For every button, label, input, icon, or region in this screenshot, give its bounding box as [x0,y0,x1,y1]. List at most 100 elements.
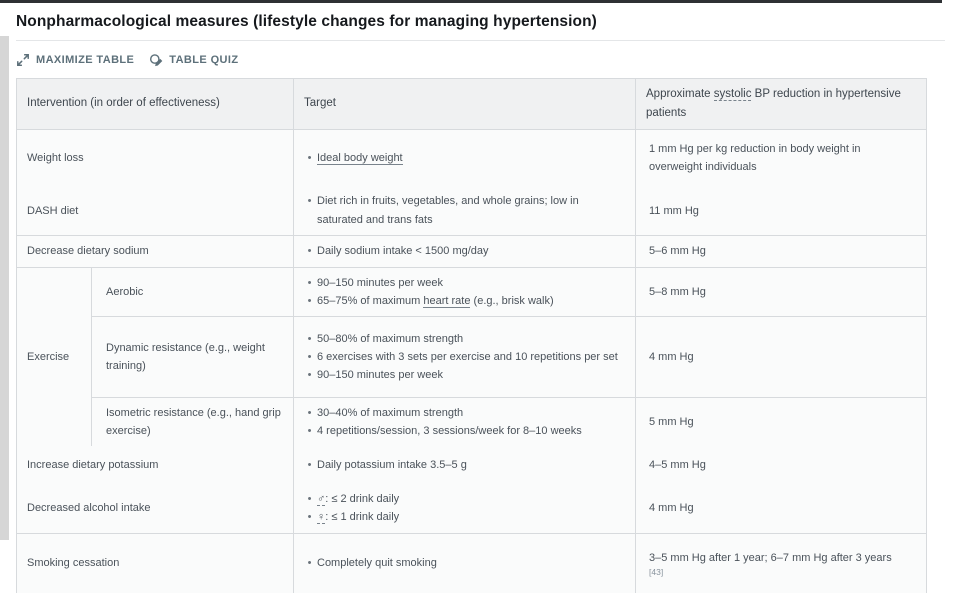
reduction-cell: 4–5 mm Hg [635,446,927,485]
text-segment: Aerobic [106,285,144,298]
text-segment: BP reduction in hypertensive patients [646,88,901,119]
bullet-icon: • [307,493,312,506]
text-segment: Increase dietary potassium [27,459,159,472]
intervention-cell: Weight loss [16,129,294,187]
text-segment: 1 mm Hg per kg reduction in body weight … [649,143,861,174]
intervention-cell: Smoking cessation [16,533,294,593]
sub-intervention-cell: Isometric resistance (e.g., hand grip ex… [92,398,294,447]
reduction-cell: 5–8 mm Hg [635,267,927,318]
table-row-sodium: Decrease dietary sodium • Daily sodium int… [16,235,927,268]
bullet-icon: • [307,407,312,419]
target-list: • 90–150 minutes per week • 65–75% of maxim… [302,274,625,310]
tooltip-term[interactable]: ♂ [317,493,326,507]
target-cell: • Daily sodium intake < 1500 mg/day [293,235,636,268]
target-item: • Diet rich in fruits, vegetables, and wh… [302,192,625,228]
text-segment: Weight loss [27,152,84,165]
target-text: 30–40% of maximum strength [317,404,463,422]
target-list: • Completely quit smoking [302,554,625,572]
text-segment: 90–150 minutes per week [317,276,443,289]
bullet-icon: • [307,369,312,382]
text-segment: Daily sodium intake < 1500 mg/day [317,245,489,258]
bullet-icon: • [307,332,312,345]
text-segment: : ≤ 1 drink daily [325,511,400,524]
text-segment: Smoking cessation [27,557,120,570]
text-segment: 3–5 mm Hg after 1 year; 6–7 mm Hg after … [649,551,892,564]
target-item: • 30–40% of maximum strength [302,404,625,422]
article-section: Nonpharmacological measures (lifestyle c… [16,13,945,593]
reduction-cell: 5–6 mm Hg [635,235,927,268]
bullet-icon: • [307,294,312,307]
target-cell: • Diet rich in fruits, vegetables, and wh… [293,186,636,236]
table-row-weight-loss: Weight loss • Ideal body weight 1 mm Hg per… [16,129,927,187]
target-cell: • Ideal body weight [293,129,636,187]
text-segment: Daily potassium intake 3.5–5 g [317,459,467,472]
target-text: ♀: ≤ 1 drink daily [317,508,399,526]
target-list: • Daily sodium intake < 1500 mg/day [302,242,625,260]
target-list: • 50–80% of maximum strength • 6 exercises … [302,330,625,384]
table-quiz-button[interactable]: TABLE QUIZ [149,53,238,67]
maximize-table-button[interactable]: MAXIMIZE TABLE [16,53,134,67]
maximize-table-label: MAXIMIZE TABLE [36,53,135,66]
reference-link[interactable]: [43] [649,567,664,578]
table-header-row: Intervention (in order of effectiveness)… [16,78,927,130]
reduction-cell: 4 mm Hg [635,316,927,398]
term-link[interactable]: Ideal body weight [317,152,403,166]
text-segment: 50–80% of maximum strength [317,332,464,345]
target-text: Daily sodium intake < 1500 mg/day [317,242,489,260]
target-text: Diet rich in fruits, vegetables, and who… [317,192,625,228]
target-item: • ♀: ≤ 1 drink daily [302,508,625,526]
column-header: Approximate systolic BP reduction in hyp… [635,78,927,130]
bullet-icon: • [307,245,312,258]
text-segment: Target [304,97,336,110]
text-segment: Diet rich in fruits, vegetables, and who… [317,195,579,226]
target-list: • ♂: ≤ 2 drink daily • ♀: ≤ 1 drink daily [302,490,625,526]
intervention-cell: DASH diet [16,186,294,236]
reduction-cell: 3–5 mm Hg after 1 year; 6–7 mm Hg after … [635,533,927,593]
table-row-dash-diet: DASH diet • Diet rich in fruits, vegetable… [16,186,927,236]
target-cell: • 30–40% of maximum strength • 4 repetition… [293,397,636,447]
text-segment: Completely quit smoking [317,557,437,570]
text-segment: : ≤ 2 drink daily [325,493,400,506]
target-item: • Daily potassium intake 3.5–5 g [302,456,625,474]
bullet-icon: • [307,511,312,524]
bullet-icon: • [307,350,312,363]
target-item: • 65–75% of maximum heart rate (e.g., bri… [302,292,625,310]
bullet-icon: • [307,195,312,208]
window-top-edge [0,0,942,3]
tooltip-term[interactable]: systolic [713,88,752,101]
text-segment: 30–40% of maximum strength [317,407,464,419]
intervention-cell: Increase dietary potassium [16,446,294,485]
table-toolbar: MAXIMIZE TABLE TABLE QUIZ [16,51,945,68]
text-segment: Decreased alcohol intake [27,502,151,515]
table-row-isometric: Isometric resistance (e.g., hand grip ex… [17,397,927,447]
target-item: • 6 exercises with 3 sets per exercise an… [302,348,625,366]
bullet-icon: • [307,276,312,289]
text-segment: 5–8 mm Hg [649,285,706,298]
text-segment: 5–6 mm Hg [649,245,706,258]
interventions-table: Intervention (in order of effectiveness)… [16,78,945,593]
intervention-cell: Decrease dietary sodium [16,235,294,268]
interventions-table-grid: Intervention (in order of effectiveness)… [16,78,927,593]
table-row-alcohol: Decreased alcohol intake • ♂: ≤ 2 drink da… [16,484,927,534]
page-left-edge [0,36,9,540]
term-link[interactable]: heart rate [423,294,471,308]
bullet-icon: • [307,152,312,165]
target-cell: • 50–80% of maximum strength • 6 exercises … [293,316,636,398]
text-segment: 4 mm Hg [649,502,694,515]
target-cell: • 90–150 minutes per week • 65–75% of maxim… [293,267,636,318]
target-list: • 30–40% of maximum strength • 4 repetition… [302,404,625,440]
bullet-icon: • [307,425,312,438]
target-cell: • Completely quit smoking [293,533,636,593]
intervention-group-cell: Exercise [16,267,92,447]
reduction-cell: 11 mm Hg [635,186,927,236]
text-segment: 4–5 mm Hg [649,459,706,472]
target-text: 4 repetitions/session, 3 sessions/week f… [317,422,582,440]
text-segment: Intervention (in order of effectiveness) [27,97,220,110]
reduction-cell: 4 mm Hg [635,484,927,534]
tooltip-term[interactable]: ♀ [317,511,326,525]
table-row-smoking: Smoking cessation • Completely quit smokin… [16,533,927,593]
target-item: • 90–150 minutes per week [302,366,625,384]
target-text: ♂: ≤ 2 drink daily [317,490,399,508]
text-segment: Approximate [646,88,714,100]
reduction-cell: 5 mm Hg [635,397,927,447]
